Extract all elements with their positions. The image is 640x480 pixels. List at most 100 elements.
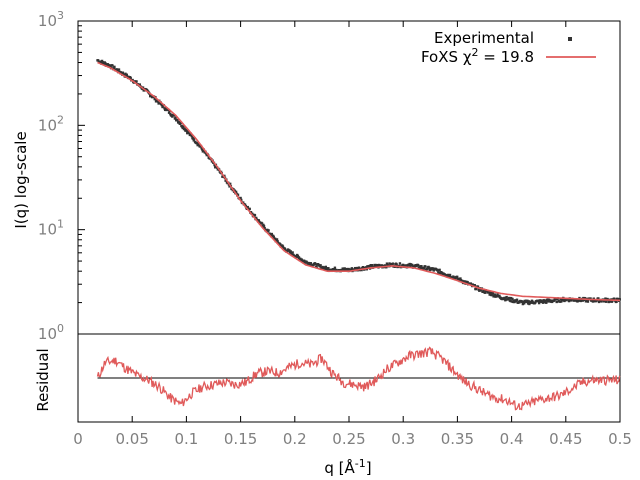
experimental-point <box>106 64 109 67</box>
experimental-point <box>550 300 554 304</box>
experimental-point <box>96 59 100 62</box>
experimental-point <box>303 259 306 263</box>
x-axis-label: q [Å-1] <box>324 457 371 477</box>
experimental-point <box>510 300 514 303</box>
experimental-point <box>503 296 506 300</box>
experimental-point <box>355 266 359 270</box>
experimental-point <box>308 264 312 267</box>
experimental-point <box>478 289 481 292</box>
x-tick-label: 0.15 <box>224 430 257 448</box>
experimental-point <box>512 299 515 302</box>
experimental-point <box>448 273 452 277</box>
experimental-point <box>508 296 511 300</box>
legend-experimental-marker <box>568 37 572 41</box>
x-tick-label: 0.3 <box>391 430 415 448</box>
experimental-point <box>281 245 285 248</box>
experimental-point <box>574 299 577 302</box>
experimental-point <box>537 299 540 303</box>
residual-line <box>96 346 621 411</box>
experimental-point <box>522 302 526 305</box>
experimental-point <box>233 189 236 192</box>
experimental-point <box>561 299 564 302</box>
experimental-point <box>173 114 176 117</box>
experimental-point <box>586 300 590 303</box>
x-tick-label: 0.5 <box>608 430 632 448</box>
experimental-point <box>113 65 116 69</box>
experimental-point <box>548 299 552 302</box>
experimental-point <box>428 266 431 270</box>
experimental-point <box>183 127 186 130</box>
experimental-point <box>607 300 610 304</box>
x-tick-label: 0.05 <box>115 430 148 448</box>
experimental-point <box>239 196 242 200</box>
experimental-point <box>582 296 585 300</box>
experimental-point <box>104 61 107 65</box>
experimental-point <box>153 97 156 101</box>
experimental-point <box>275 238 279 241</box>
experimental-point <box>526 302 530 305</box>
experimental-point <box>262 224 266 228</box>
experimental-point <box>521 300 524 304</box>
experimental-point <box>391 262 394 265</box>
experimental-point <box>263 227 266 230</box>
legend-foxs-label: FoXS χ2 = 19.8 <box>421 46 534 66</box>
experimental-point <box>269 233 272 236</box>
experimental-point <box>164 108 168 112</box>
experimental-point <box>422 267 426 270</box>
experimental-point <box>374 263 378 267</box>
experimental-point <box>180 125 184 128</box>
experimental-point <box>515 300 518 303</box>
experimental-point <box>111 64 114 67</box>
experimental-point <box>186 129 190 133</box>
experimental-point <box>201 150 205 153</box>
experimental-point <box>426 267 429 271</box>
experimental-point <box>461 279 464 283</box>
experimental-point <box>609 299 612 303</box>
experimental-point <box>527 300 530 303</box>
experimental-point <box>257 219 261 222</box>
experimental-point <box>179 121 182 124</box>
experimental-point <box>228 185 231 188</box>
legend: Experimental FoXS χ2 = 19.8 <box>421 29 596 66</box>
experimental-point <box>615 300 618 304</box>
experimental-point <box>602 300 606 303</box>
experimental-point <box>248 207 251 211</box>
experimental-point <box>376 263 380 267</box>
experimental-point <box>395 263 398 266</box>
experimental-point <box>432 269 435 272</box>
experimental-point <box>171 115 174 118</box>
experimental-point <box>584 300 588 303</box>
experimental-point <box>305 261 309 264</box>
experimental-point <box>409 265 412 268</box>
experimental-point <box>511 297 514 301</box>
experimental-point <box>325 269 329 272</box>
x-tick-label: 0.25 <box>332 430 365 448</box>
experimental-point <box>99 60 102 63</box>
experimental-point <box>176 118 179 122</box>
experimental-point <box>364 266 368 269</box>
experimental-point <box>604 297 607 300</box>
experimental-point <box>307 263 310 266</box>
legend-experimental-label: Experimental <box>434 29 534 47</box>
experimental-point <box>342 268 346 271</box>
y-tick-label: 103 <box>38 9 64 30</box>
experimental-point <box>327 267 330 270</box>
experimental-point <box>420 265 423 268</box>
experimental-point <box>398 262 402 265</box>
x-tick-label: 0.45 <box>549 430 582 448</box>
experimental-point <box>135 80 138 83</box>
experimental-point <box>112 67 115 70</box>
experimental-point <box>408 262 411 266</box>
experimental-point <box>272 235 275 239</box>
experimental-point <box>448 275 451 279</box>
experimental-point <box>186 131 189 135</box>
experimental-point <box>488 293 491 296</box>
experimental-point <box>491 292 495 295</box>
experimental-point <box>188 133 192 137</box>
x-tick-label: 0.1 <box>174 430 198 448</box>
experimental-point <box>350 267 354 270</box>
x-tick-label: 0.2 <box>283 430 307 448</box>
experimental-point <box>357 266 361 269</box>
experimental-point <box>290 252 293 255</box>
experimental-point <box>405 264 408 267</box>
